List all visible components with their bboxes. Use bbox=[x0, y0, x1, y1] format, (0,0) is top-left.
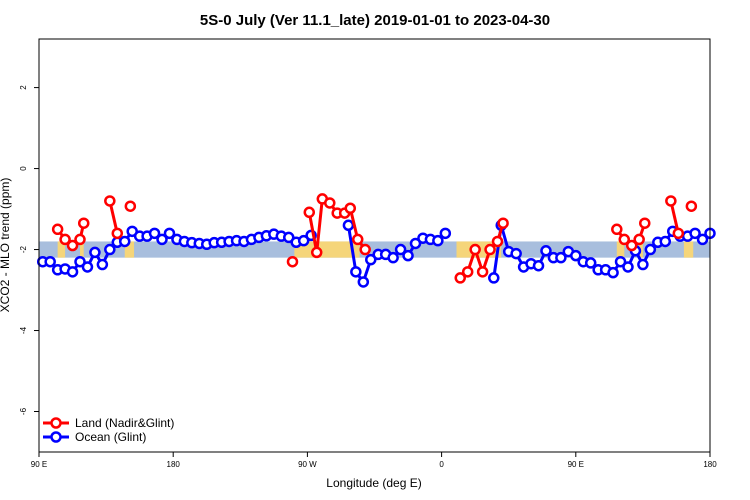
plot-frame bbox=[38, 38, 711, 453]
ocean-point-2-16 bbox=[607, 266, 619, 279]
ocean-point-1-6 bbox=[387, 251, 399, 264]
legend: Land (Nadir&Glint) Ocean (Glint) bbox=[43, 416, 174, 444]
ocean-point-2-28 bbox=[696, 233, 709, 246]
land-point-4-8 bbox=[359, 243, 371, 256]
band-land-3 bbox=[294, 241, 360, 258]
ocean-point-2-13 bbox=[584, 257, 597, 269]
y-axis: 2 0 -2 -4 -6 bbox=[19, 85, 39, 415]
land-point-5-6 bbox=[497, 217, 509, 229]
y-tick-label-1: 0 bbox=[19, 166, 28, 171]
series-group bbox=[36, 193, 716, 288]
legend-ocean-label: Ocean (Glint) bbox=[75, 430, 146, 444]
ocean-point-2-3 bbox=[510, 247, 522, 260]
legend-land-marker bbox=[50, 417, 62, 429]
ocean-point-0-16 bbox=[156, 233, 168, 246]
land-point-6-2 bbox=[625, 239, 638, 252]
band-land-5 bbox=[616, 241, 625, 258]
x-tick-label-4: 90 E bbox=[568, 460, 584, 469]
ocean-point-2-27 bbox=[689, 227, 701, 240]
land-point-5-4 bbox=[484, 243, 496, 256]
ocean-point-1-2 bbox=[357, 276, 370, 288]
land-point-4-0 bbox=[303, 206, 316, 219]
ocean-point-1-1 bbox=[350, 266, 362, 278]
ocean-point-2-18 bbox=[622, 261, 634, 273]
y-tick-label-0: 2 bbox=[19, 85, 28, 90]
ocean-point-2-17 bbox=[614, 255, 627, 268]
ocean-point-1-13 bbox=[439, 227, 452, 240]
ocean-point-2-21 bbox=[644, 243, 657, 256]
land-point-0-3 bbox=[74, 233, 86, 246]
land-point-1-1 bbox=[111, 227, 124, 240]
land-point-4-7 bbox=[351, 233, 364, 246]
ocean-point-1-12 bbox=[432, 234, 444, 247]
land-point-2-0 bbox=[124, 200, 137, 212]
land-point-5-2 bbox=[469, 243, 481, 256]
land-point-4-1 bbox=[310, 246, 323, 259]
land-point-6-1 bbox=[618, 233, 631, 246]
ocean-point-1-8 bbox=[402, 249, 414, 262]
x-tick-label-5: 180 bbox=[703, 460, 717, 469]
legend-land-label: Land (Nadir&Glint) bbox=[75, 416, 174, 430]
land-point-7-0 bbox=[665, 195, 677, 207]
land-point-5-5 bbox=[491, 235, 504, 248]
land-point-8-0 bbox=[685, 200, 698, 212]
ocean-point-0-15 bbox=[148, 227, 161, 240]
land-point-1-0 bbox=[104, 195, 116, 207]
ocean-point-1-0 bbox=[342, 219, 355, 232]
land-point-0-2 bbox=[66, 239, 79, 252]
y-axis-label: XCO2 - MLO trend (ppm) bbox=[0, 178, 12, 313]
x-tick-label-3: 0 bbox=[439, 460, 444, 469]
ocean-point-0-1 bbox=[44, 255, 56, 268]
legend-ocean-marker bbox=[50, 431, 62, 443]
ocean-point-2-9 bbox=[555, 251, 567, 264]
x-tick-label-0: 90 E bbox=[31, 460, 47, 469]
land-point-6-3 bbox=[633, 233, 645, 246]
ocean-point-0-7 bbox=[89, 246, 101, 259]
ocean-point-0-5 bbox=[74, 255, 86, 268]
land-point-0-4 bbox=[77, 217, 90, 229]
ocean-point-0-4 bbox=[66, 266, 79, 278]
y-tick-label-4: -6 bbox=[19, 407, 28, 415]
chart-title: 5S-0 July (Ver 11.1_late) 2019-01-01 to … bbox=[200, 12, 550, 29]
land-point-4-6 bbox=[344, 202, 357, 214]
land-point-5-0 bbox=[454, 272, 466, 284]
land-point-0-0 bbox=[51, 223, 64, 236]
ocean-point-2-0 bbox=[488, 272, 500, 284]
land-point-5-1 bbox=[461, 266, 474, 278]
ocean-point-2-7 bbox=[540, 245, 552, 257]
ocean-point-0-8 bbox=[96, 258, 109, 271]
ocean-point-0-11 bbox=[118, 235, 131, 248]
band-land-0 bbox=[57, 241, 66, 258]
x-tick-label-2: 90 W bbox=[298, 460, 317, 469]
x-tick-label-1: 180 bbox=[167, 460, 181, 469]
ocean-point-0-9 bbox=[104, 243, 116, 256]
land-point-5-3 bbox=[476, 266, 489, 278]
band-land-2 bbox=[124, 241, 135, 258]
land-point-6-4 bbox=[639, 217, 651, 229]
ocean-point-2-20 bbox=[637, 258, 649, 271]
land-point-7-1 bbox=[672, 227, 685, 240]
ocean-point-2-11 bbox=[570, 249, 582, 262]
land-point-4-3 bbox=[324, 197, 336, 209]
ocean-point-1-9 bbox=[409, 237, 422, 250]
ocean-point-1-3 bbox=[365, 253, 377, 266]
x-axis-label: Longitude (deg E) bbox=[326, 476, 421, 490]
ocean-point-0-6 bbox=[81, 261, 94, 273]
band-land-7 bbox=[683, 241, 694, 258]
land-point-3-0 bbox=[286, 255, 299, 268]
x-axis: 90 E 180 90 W 0 90 E 180 bbox=[31, 452, 717, 469]
ocean-point-0-17 bbox=[163, 227, 176, 240]
band-land-1 bbox=[80, 241, 84, 258]
land-point-6-0 bbox=[611, 223, 623, 236]
ocean-point-0-35 bbox=[297, 234, 310, 247]
land-point-0-1 bbox=[59, 233, 71, 246]
y-tick-label-3: -4 bbox=[19, 326, 28, 334]
y-tick-label-2: -2 bbox=[19, 245, 28, 253]
ocean-point-2-23 bbox=[659, 235, 672, 248]
ocean-point-2-6 bbox=[532, 259, 545, 272]
ocean-point-1-7 bbox=[394, 243, 407, 256]
